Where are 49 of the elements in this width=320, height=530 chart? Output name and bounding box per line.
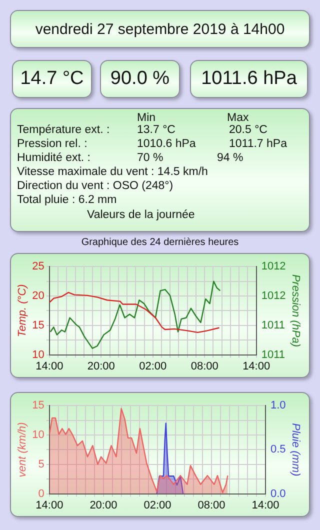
x-tick-label: 20:00: [90, 499, 118, 512]
x-tick-label: 14:00: [36, 499, 64, 512]
text: Valeurs de la journée: [87, 209, 195, 221]
x-tick-label: 14:00: [36, 360, 64, 372]
chart-title: Graphique des 24 dernières heures: [80, 237, 240, 248]
text: 94 %: [217, 152, 244, 164]
x-tick-label: 14:00: [242, 360, 270, 372]
text: 1010.6 hPa: [137, 138, 196, 150]
y-axis-title: Temp. (°C): [16, 284, 29, 338]
y2-tick-label: 1.0: [270, 400, 286, 412]
text: 20.5 °C: [229, 124, 268, 136]
text: Total pluie : 6.2 mm: [17, 194, 117, 206]
y2-tick-label: 0.5: [270, 444, 286, 456]
y2-axis-title: Pluie (mm): [289, 423, 302, 477]
text: Humidité ext. :: [17, 152, 90, 164]
y2-tick-label: 1012: [261, 290, 286, 302]
x-tick-label: 02:00: [144, 499, 172, 512]
y-tick-label: 0: [38, 488, 44, 500]
y-axis-title: vent (km/h): [16, 422, 29, 478]
text: Température ext. :: [17, 124, 110, 136]
y2-tick-label: 1012: [261, 260, 286, 273]
text: 90.0 %: [100, 60, 180, 98]
text: 1011.6 hPa: [190, 60, 308, 98]
x-tick-label: 14:00: [252, 499, 280, 512]
y-tick-label: 10: [32, 348, 44, 361]
y-tick-label: 25: [32, 260, 44, 273]
y-tick-label: 20: [32, 290, 44, 302]
y-tick-label: 5: [38, 458, 44, 470]
text: Direction du vent : OSO (248°): [17, 180, 174, 192]
y-tick-label: 10: [32, 429, 44, 442]
text: Pression rel. :: [17, 138, 88, 150]
y2-tick-label: 0.0: [270, 488, 286, 500]
text: vendredi 27 septembre 2019 à 14h00: [10, 10, 310, 48]
text: 14.7 °C: [12, 60, 92, 98]
y2-axis-title: Pression (hPa): [289, 274, 302, 348]
x-tick-label: 02:00: [139, 360, 167, 372]
y2-tick-label: 1011: [261, 319, 285, 332]
text: Vitesse maximale du vent : 14.5 km/h: [17, 166, 208, 178]
text: Max: [227, 112, 249, 124]
text: 1011.7 hPa: [229, 138, 287, 150]
x-tick-label: 08:00: [190, 360, 218, 372]
text: 13.7 °C: [137, 124, 176, 136]
text: 70 %: [137, 152, 164, 164]
text: Min: [137, 112, 156, 124]
y-tick-label: 15: [32, 319, 44, 332]
y-tick-label: 15: [32, 400, 44, 412]
y2-tick-label: 1011: [261, 348, 285, 361]
x-tick-label: 20:00: [87, 360, 115, 372]
x-tick-label: 08:00: [198, 499, 226, 512]
